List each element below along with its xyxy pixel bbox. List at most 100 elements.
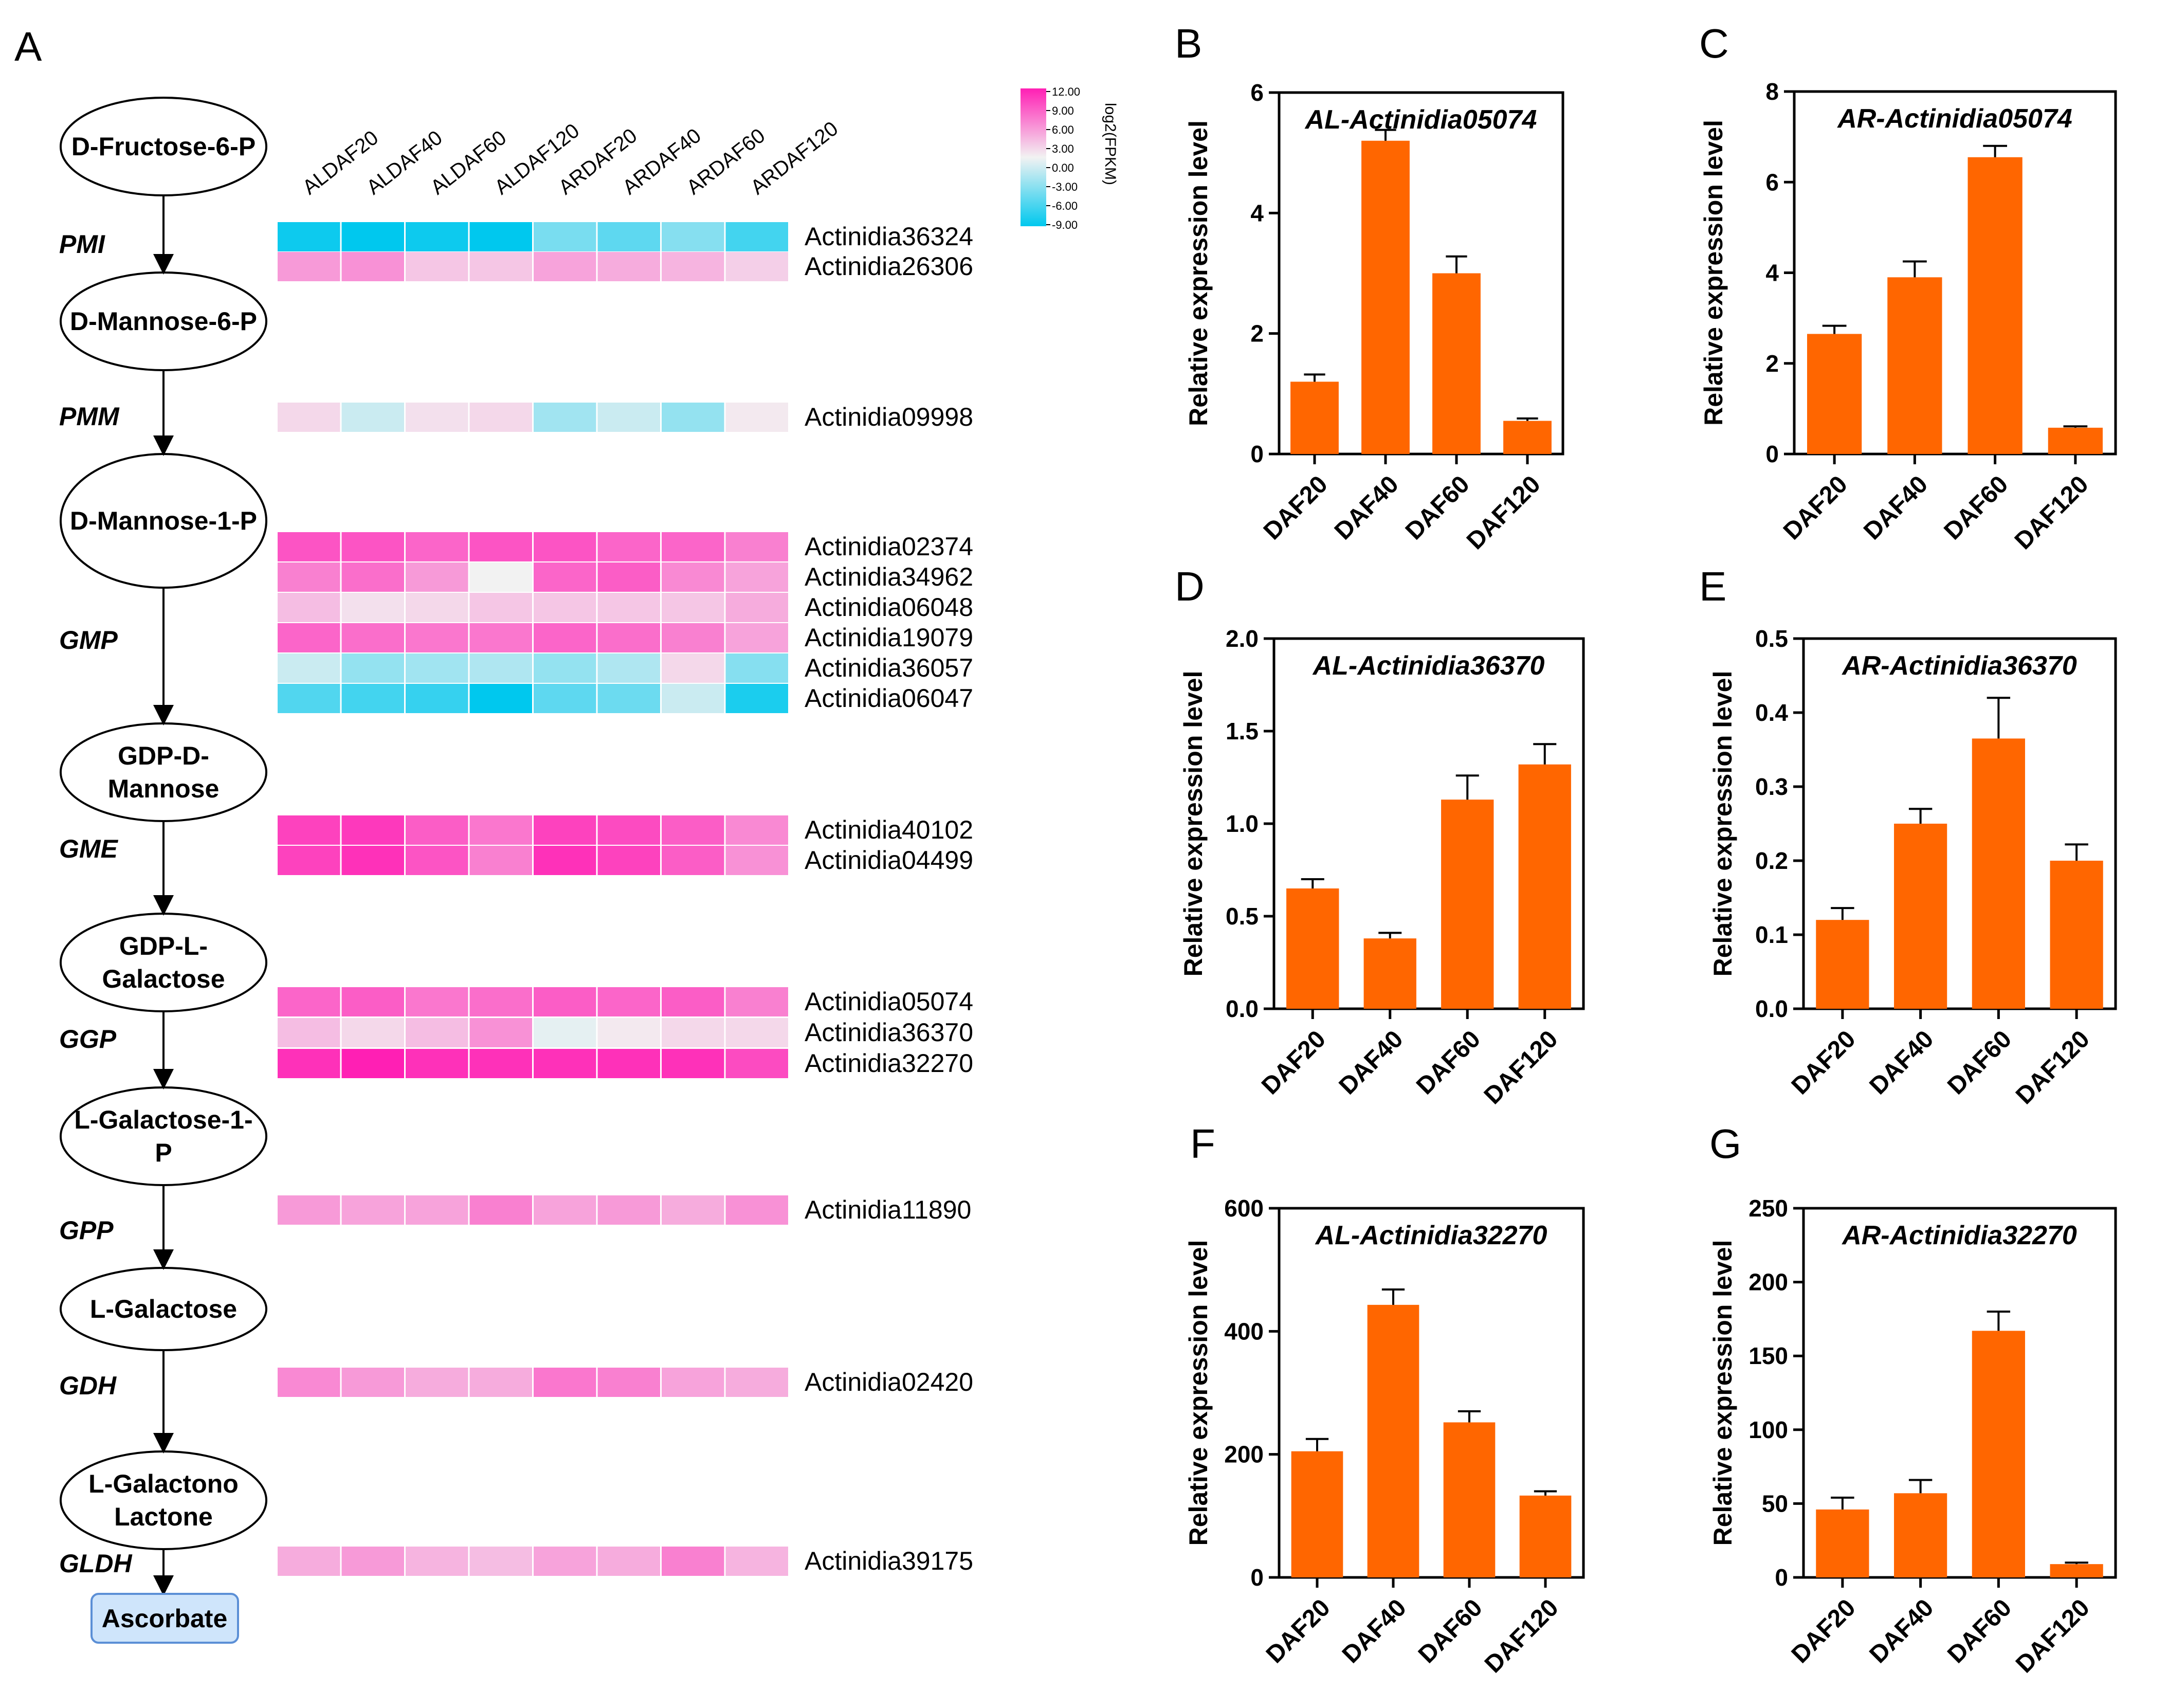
heatmap-cell	[278, 815, 340, 845]
heatmap-cell	[662, 562, 724, 592]
gene-label: Actinidia04499	[805, 846, 973, 875]
heatmap-cell	[406, 1195, 468, 1225]
heatmap-cell	[406, 653, 468, 683]
heatmap-column-labels: ALDAF20ALDAF40ALDAF60ALDAF120ARDAF20ARDA…	[298, 117, 842, 199]
y-tick-label: 4	[1250, 199, 1264, 226]
bar-chart-d: D AL-Actinidia36370 0.0 0.5 1.0 1.5 2.0 Relativ…	[1175, 564, 1585, 1110]
heatmap-cell	[406, 1049, 468, 1078]
bar	[2050, 861, 2103, 1009]
y-tick-label: 1.5	[1226, 718, 1259, 744]
heatmap-cell	[341, 846, 404, 875]
heatmap-cell	[534, 593, 596, 622]
heatmap-cell	[469, 403, 532, 432]
y-tick-label: 0.5	[1755, 625, 1788, 652]
heatmap-cell	[597, 222, 660, 251]
heatmap-cell	[597, 593, 660, 622]
gene-label: Actinidia26306	[805, 252, 973, 281]
heatmap-cell	[278, 653, 340, 683]
heatmap-cell	[725, 1049, 788, 1078]
heatmap-cell	[469, 222, 532, 251]
x-tick-label: DAF120	[2011, 1025, 2095, 1110]
x-tick-label: DAF40	[1337, 1594, 1412, 1668]
node-label: L-Galactose	[90, 1295, 237, 1323]
heatmap-cell	[597, 1018, 660, 1047]
bar	[1363, 938, 1416, 1009]
legend-title: log2(FPKM)	[1102, 103, 1119, 185]
heatmap-cell	[534, 653, 596, 683]
heatmap-color-legend: log2(FPKM) 12.00 9.00 6.00 3.00 0.00 -3.00 -6.…	[1021, 85, 1119, 231]
chart-title: AL-Actinidia36370	[1312, 651, 1545, 681]
heatmap-cell	[662, 1018, 724, 1047]
y-tick-label: 0.2	[1755, 847, 1788, 874]
heatmap-cell	[534, 222, 596, 251]
heatmap-row: Actinidia36057	[278, 653, 973, 683]
panel-letter: C	[1699, 21, 1729, 66]
node-label: P	[155, 1138, 172, 1167]
heatmap-cell	[534, 987, 596, 1016]
heatmap-cell	[597, 1547, 660, 1576]
x-tick-label: DAF120	[1480, 1594, 1564, 1678]
heatmap-cell	[469, 846, 532, 875]
heatmap-cell	[406, 987, 468, 1016]
gene-label: Actinidia11890	[805, 1195, 971, 1224]
heatmap-cell	[406, 684, 468, 713]
heatmap-cell	[597, 1049, 660, 1078]
heatmap-cell	[278, 987, 340, 1016]
bar-chart-c: C AR-Actinidia05074 0 2 4 6 8 Relative expressi…	[1699, 21, 2117, 555]
heatmap-row: Actinidia19079	[278, 623, 973, 652]
y-tick-label: 0.0	[1226, 995, 1259, 1022]
heatmap-cell	[278, 1547, 340, 1576]
enzyme-label: GDH	[59, 1371, 117, 1400]
heatmap-cell	[278, 846, 340, 875]
y-tick-label: 0.1	[1755, 921, 1788, 948]
panel-letter: B	[1175, 21, 1202, 66]
heatmap-cell	[725, 403, 788, 432]
heatmap-cell	[534, 1018, 596, 1047]
y-tick-label: 8	[1765, 78, 1779, 105]
heatmap-cell	[597, 987, 660, 1016]
y-axis-title: Relative expression level	[1179, 671, 1208, 977]
enzyme-label: GME	[59, 834, 119, 863]
x-tick-label: DAF20	[1261, 1594, 1336, 1668]
y-tick-label: 2	[1250, 320, 1264, 347]
heatmap-cell	[278, 623, 340, 652]
y-tick-label: 2	[1765, 350, 1779, 377]
heatmap-cell	[662, 684, 724, 713]
x-tick-label: DAF20	[1778, 470, 1853, 545]
heatmap-row: Actinidia09998	[278, 403, 973, 432]
heatmap-cell	[597, 623, 660, 652]
heatmap-cell	[725, 623, 788, 652]
node-label: D-Fructose-6-P	[71, 132, 256, 161]
node-ellipse	[60, 1086, 267, 1186]
heatmap-cell	[341, 815, 404, 845]
bar	[1816, 1509, 1869, 1577]
heatmap-cell	[662, 252, 724, 281]
heatmap-cell	[469, 1018, 532, 1047]
heatmap-cell	[406, 532, 468, 561]
chart-title: AL-Actinidia05074	[1304, 105, 1537, 135]
bar-chart-b: B AL-Actinidia05074 0 2 4 6 Relative expressio…	[1175, 21, 1564, 555]
panel-letter-a: A	[14, 24, 42, 69]
heatmap-cell	[534, 623, 596, 652]
heatmap-row: Actinidia32270	[278, 1049, 973, 1078]
y-tick-label: 2.0	[1226, 625, 1259, 652]
heatmap-cell	[725, 1018, 788, 1047]
y-tick-label: 200	[1748, 1269, 1788, 1296]
heatmap-cell	[534, 532, 596, 561]
panel-letter: D	[1175, 564, 1205, 609]
bar	[2048, 427, 2103, 454]
heatmap-cell	[341, 1547, 404, 1576]
heatmap-cell	[406, 1368, 468, 1397]
heatmap-cell	[278, 593, 340, 622]
heatmap-cell	[278, 1049, 340, 1078]
heatmap-cell	[341, 623, 404, 652]
y-tick-label: 0	[1775, 1564, 1788, 1591]
y-axis-title: Relative expression level	[1699, 120, 1728, 426]
heatmap-cell	[406, 623, 468, 652]
pathway-node: D-Mannose-6-P	[60, 271, 267, 371]
pathway-node: L-Galactono Lactone	[60, 1450, 267, 1550]
heatmap-cell	[469, 252, 532, 281]
heatmap-cell	[341, 987, 404, 1016]
heatmap-cell	[341, 653, 404, 683]
